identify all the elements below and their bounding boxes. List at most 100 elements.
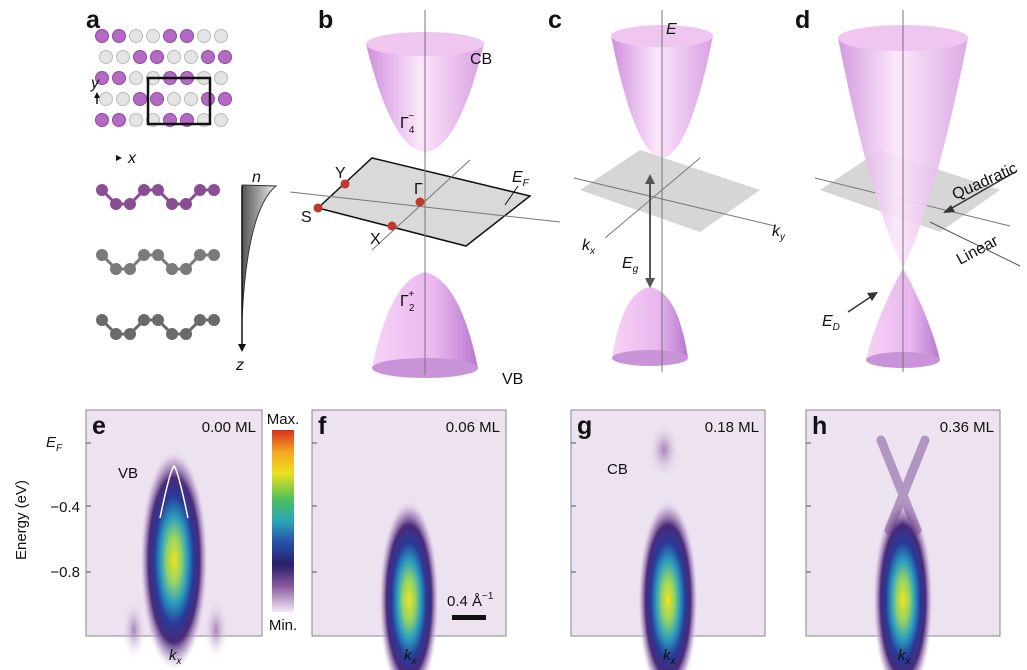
panel-label: b (318, 6, 333, 34)
panel-c: c E ky kx Eg (548, 6, 786, 372)
leader-line (504, 185, 519, 206)
atom (150, 50, 164, 64)
atom (96, 249, 108, 261)
band-label: CB (470, 51, 492, 68)
symbol: k (404, 647, 413, 664)
atom (166, 263, 178, 275)
panel-label: f (318, 412, 327, 440)
atom (167, 50, 181, 64)
atom (146, 29, 160, 43)
symbol: k (898, 647, 907, 664)
subscript: 4 (409, 125, 415, 136)
intensity (876, 435, 930, 535)
intensity (140, 450, 208, 670)
atom (152, 184, 164, 196)
superscript: −1 (482, 591, 494, 602)
atom (166, 198, 178, 210)
k-point-label: Γ (414, 181, 423, 198)
intensity (873, 500, 933, 670)
symbol: Γ (400, 293, 409, 310)
atom (214, 29, 228, 43)
atom (112, 29, 126, 43)
k-point (387, 221, 397, 231)
atom (180, 29, 194, 43)
arrow-head (943, 205, 955, 213)
k-line (573, 177, 776, 227)
subscript: x (411, 656, 418, 667)
atom (194, 184, 206, 196)
x-axis-label: kx (169, 647, 183, 667)
coverage-label: 0.36 ML (940, 419, 994, 436)
atom (197, 29, 211, 43)
atom (208, 249, 220, 261)
panel-label: c (548, 6, 562, 34)
atom (129, 71, 143, 85)
atom (110, 263, 122, 275)
subscript: D (833, 322, 840, 333)
k-point (340, 179, 350, 189)
atom (180, 198, 192, 210)
atom (163, 29, 177, 43)
band-label: CB (607, 461, 628, 478)
scale-bar (452, 615, 486, 620)
subscript: 2 (409, 303, 415, 314)
panel-d: d Quadratic Linear ED (795, 6, 1021, 372)
k-line (604, 157, 701, 239)
leader-arrow (944, 171, 1016, 213)
band-label: VB (502, 371, 523, 388)
atom (218, 50, 232, 64)
atom (138, 314, 150, 326)
symmetry-label: Γ4 − (400, 111, 415, 136)
side-view (96, 184, 220, 340)
atom (184, 92, 198, 106)
atom (124, 328, 136, 340)
atom (99, 50, 113, 64)
atom (112, 113, 126, 127)
axis-label: x (127, 150, 137, 167)
y-tick-label: EF (46, 434, 63, 454)
symbol: E (622, 255, 633, 272)
panel-label: a (86, 6, 101, 34)
colorbar (272, 430, 294, 612)
axis-label: y (90, 75, 100, 92)
arrow-head (867, 292, 878, 301)
k-point-label: X (370, 231, 381, 248)
density-profile (241, 184, 278, 321)
symbol: k (663, 647, 672, 664)
atom (218, 92, 232, 106)
colorbar-max: Max. (267, 411, 300, 428)
atom (99, 92, 113, 106)
k-point (313, 203, 323, 213)
coverage-label: 0.00 ML (202, 419, 256, 436)
atom (214, 113, 228, 127)
panel-b: b CB Γ4− EF Y Γ S X Γ2+ VB (289, 6, 561, 388)
symmetry-label: Γ2 + (400, 289, 415, 314)
intensity (638, 500, 698, 670)
symbol: E (822, 313, 833, 330)
axis-label: z (235, 357, 244, 374)
atom (116, 92, 130, 106)
symbol: k (582, 237, 591, 254)
atom (110, 328, 122, 340)
atom (96, 314, 108, 326)
symbol: k (772, 223, 781, 240)
axis-label: n (252, 169, 261, 186)
atom (194, 249, 206, 261)
atom (112, 71, 126, 85)
atom (95, 71, 109, 85)
coverage-label: 0.06 ML (446, 419, 500, 436)
scale-bar-label: 0.4 Å−1 (447, 591, 494, 610)
axis-label: E (666, 21, 677, 38)
cone-bottom (612, 350, 688, 366)
atom (180, 263, 192, 275)
symbol: Γ (400, 115, 409, 132)
colorbar-min: Min. (269, 617, 297, 634)
arpes-axis: Energy (eV) EF −0.4 −0.8 Max. Min. (13, 411, 299, 634)
subscript: x (905, 656, 912, 667)
z-arrow-head (238, 344, 246, 352)
atom (133, 50, 147, 64)
panel-label: d (795, 6, 810, 34)
axis-label: ky (772, 223, 786, 243)
